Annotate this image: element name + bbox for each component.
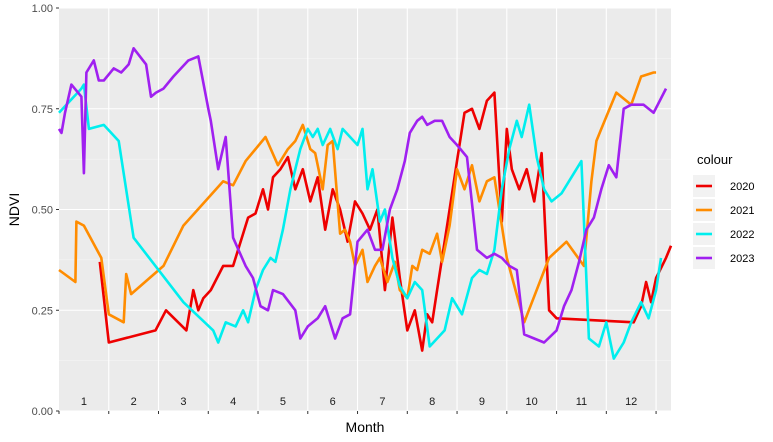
month-label: 4 — [230, 396, 236, 408]
month-label: 12 — [625, 396, 637, 408]
x-axis-title: Month — [346, 419, 385, 435]
y-tick-label: 0.50 — [32, 205, 53, 217]
month-label: 10 — [526, 396, 538, 408]
month-label: 6 — [330, 396, 336, 408]
month-labels: 1 2 3 4 5 6 7 8 9 10 11 12 — [81, 396, 638, 408]
legend-label-2021: 2021 — [730, 205, 754, 217]
month-label: 9 — [479, 396, 485, 408]
month-label: 11 — [576, 396, 587, 408]
series-line-2021 — [58, 71, 657, 324]
series-lines — [57, 46, 673, 360]
legend-label-2022: 2022 — [730, 229, 754, 241]
legend-title: colour — [697, 152, 733, 167]
month-label: 5 — [280, 396, 286, 408]
month-label: 2 — [131, 396, 137, 408]
y-tick-label: 1.00 — [32, 3, 53, 15]
legend-label-2020: 2020 — [730, 181, 754, 193]
y-tick-label: 0.00 — [32, 406, 53, 418]
month-label: 1 — [81, 396, 87, 408]
series-line-2023 — [57, 46, 668, 344]
month-label: 3 — [180, 396, 186, 408]
y-axis-title: NDVI — [6, 193, 22, 226]
legend: colour 2020 2021 2022 2023 — [693, 152, 754, 269]
month-label: 8 — [429, 396, 435, 408]
series-line-2022 — [58, 83, 663, 360]
grid-lines — [59, 7, 671, 412]
month-label: 7 — [379, 396, 385, 408]
y-tick-label: 0.25 — [32, 305, 53, 317]
y-tick-label: 0.75 — [32, 104, 53, 116]
x-axis — [58, 411, 657, 414]
y-axis: 0.00 0.25 0.50 0.75 1.00 — [32, 3, 59, 418]
legend-label-2023: 2023 — [730, 253, 754, 265]
